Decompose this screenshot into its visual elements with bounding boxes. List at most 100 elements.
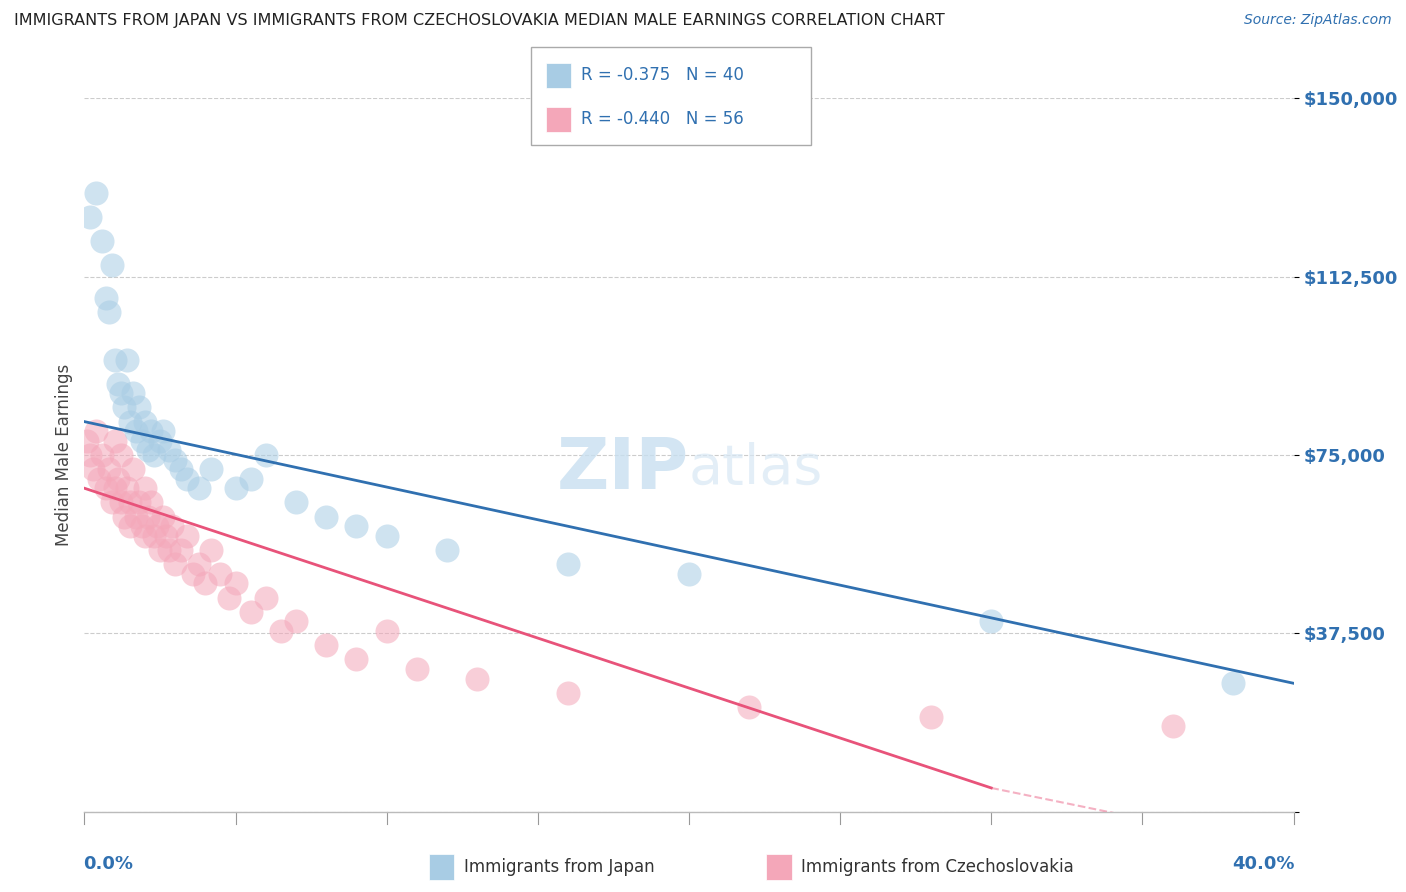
Point: [146, 519, 169, 533]
Point: [121, 462, 143, 476]
Point: [76, 434, 98, 448]
Point: [209, 566, 232, 581]
Point: [149, 543, 172, 558]
Point: [142, 448, 165, 462]
Point: [86, 424, 108, 438]
Point: [139, 424, 162, 438]
Point: [157, 543, 180, 558]
Point: [163, 452, 186, 467]
Point: [118, 519, 141, 533]
Point: [200, 462, 222, 476]
Point: [115, 481, 138, 495]
Point: [254, 591, 277, 605]
Point: [188, 558, 211, 572]
Point: [346, 652, 368, 666]
Point: [79, 448, 101, 462]
Point: [218, 591, 240, 605]
Point: [136, 443, 159, 458]
Point: [225, 481, 247, 495]
Point: [134, 529, 156, 543]
Point: [136, 509, 159, 524]
Point: [375, 624, 398, 638]
Point: [152, 509, 174, 524]
Point: [170, 543, 193, 558]
Point: [254, 448, 277, 462]
Point: [142, 529, 165, 543]
Point: [1222, 676, 1244, 690]
Point: [121, 386, 143, 401]
Text: R = -0.440   N = 56: R = -0.440 N = 56: [581, 111, 744, 128]
Point: [104, 481, 127, 495]
Point: [467, 672, 489, 686]
Point: [200, 543, 222, 558]
Point: [239, 605, 262, 619]
Point: [100, 258, 122, 272]
Point: [557, 686, 579, 700]
Point: [128, 495, 150, 509]
Point: [225, 576, 247, 591]
Text: Source: ZipAtlas.com: Source: ZipAtlas.com: [1244, 13, 1392, 28]
Point: [107, 472, 129, 486]
Point: [115, 352, 138, 367]
Point: [97, 462, 120, 476]
Text: 40.0%: 40.0%: [1232, 855, 1295, 872]
Text: ZIP: ZIP: [557, 434, 689, 504]
Point: [284, 615, 308, 629]
Point: [181, 566, 204, 581]
Point: [239, 472, 262, 486]
Point: [163, 558, 186, 572]
Point: [194, 576, 217, 591]
Text: R = -0.375   N = 40: R = -0.375 N = 40: [581, 66, 744, 84]
Point: [79, 210, 101, 224]
Point: [315, 638, 337, 652]
Point: [155, 529, 177, 543]
Point: [128, 401, 150, 415]
Point: [125, 509, 148, 524]
Point: [107, 376, 129, 391]
Point: [86, 186, 108, 201]
Text: 0.0%: 0.0%: [83, 855, 134, 872]
Point: [557, 558, 579, 572]
Point: [89, 472, 111, 486]
Point: [149, 434, 172, 448]
Point: [980, 615, 1002, 629]
Point: [139, 495, 162, 509]
Point: [112, 509, 135, 524]
Point: [131, 434, 153, 448]
Point: [91, 234, 114, 248]
Text: Immigrants from Japan: Immigrants from Japan: [464, 858, 655, 876]
Point: [131, 519, 153, 533]
Point: [104, 434, 127, 448]
Point: [134, 415, 156, 429]
Point: [678, 566, 700, 581]
Point: [82, 462, 104, 476]
Point: [118, 495, 141, 509]
Text: Immigrants from Czechoslovakia: Immigrants from Czechoslovakia: [801, 858, 1074, 876]
Point: [738, 700, 761, 714]
Point: [110, 495, 132, 509]
Point: [920, 709, 942, 723]
Point: [152, 424, 174, 438]
Point: [176, 529, 198, 543]
Point: [346, 519, 368, 533]
Text: atlas: atlas: [689, 442, 824, 496]
Point: [94, 291, 117, 305]
Point: [125, 424, 148, 438]
Point: [134, 481, 156, 495]
Point: [315, 509, 337, 524]
Point: [100, 495, 122, 509]
Point: [375, 529, 398, 543]
Point: [112, 401, 135, 415]
Point: [284, 495, 308, 509]
Point: [97, 305, 120, 319]
Point: [160, 519, 183, 533]
Point: [1161, 719, 1184, 733]
Point: [436, 543, 458, 558]
Point: [170, 462, 193, 476]
Text: IMMIGRANTS FROM JAPAN VS IMMIGRANTS FROM CZECHOSLOVAKIA MEDIAN MALE EARNINGS COR: IMMIGRANTS FROM JAPAN VS IMMIGRANTS FROM…: [14, 13, 945, 29]
Point: [118, 415, 141, 429]
Point: [176, 472, 198, 486]
Point: [188, 481, 211, 495]
Point: [110, 386, 132, 401]
Point: [157, 443, 180, 458]
